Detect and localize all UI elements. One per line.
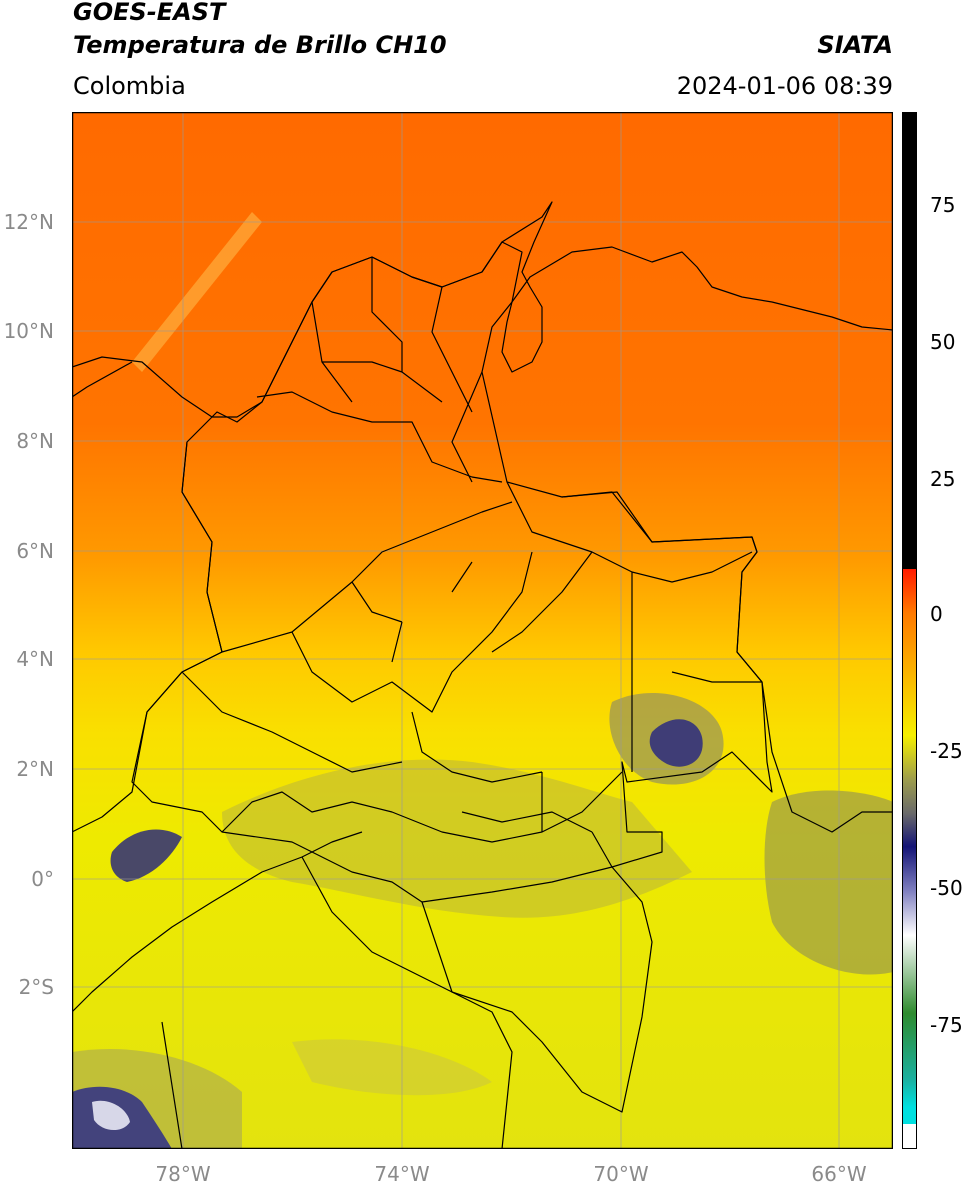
graticule xyxy=(72,112,893,1149)
colorbar-border xyxy=(902,112,917,1149)
lon-tick-66w: 66°W xyxy=(811,1162,867,1186)
internal-departments-east xyxy=(451,371,762,772)
border-venezuela-brazil xyxy=(561,491,893,833)
colorbar-min-white xyxy=(902,1124,917,1149)
title-line2: Temperatura de Brillo CH10 xyxy=(73,31,447,59)
datetime-label: 2024-01-06 08:39 xyxy=(676,72,893,100)
region-label: Colombia xyxy=(73,72,186,100)
temperature-field xyxy=(72,112,893,1149)
colorbar xyxy=(902,112,917,1149)
lat-tick-10n: 10°N xyxy=(3,319,54,343)
colorbar-gradient xyxy=(902,569,917,1124)
brightness-temperature-map xyxy=(72,112,893,1149)
lat-tick-8n: 8°N xyxy=(16,429,54,453)
deep-convection-west xyxy=(110,829,182,882)
deep-convection-vaupes xyxy=(649,719,703,767)
lat-tick-2n: 2°N xyxy=(16,757,54,781)
lat-tick-2s: 2°S xyxy=(18,975,54,999)
warm-streak xyxy=(132,212,262,372)
internal-departments-south xyxy=(221,711,623,903)
country-border-colombia xyxy=(131,241,773,1113)
org-label: SIATA xyxy=(817,31,893,59)
cloud-patches xyxy=(72,212,893,1149)
olive-cloud-region xyxy=(222,759,692,918)
lat-tick-0: 0° xyxy=(31,867,54,891)
cold-core-southwest xyxy=(92,1100,130,1131)
internal-departments-north xyxy=(256,257,503,483)
colorbar-tick-75: 75 xyxy=(930,193,956,217)
title-line1: GOES-EAST xyxy=(73,0,226,26)
boundaries xyxy=(72,201,893,1149)
colorbar-tick-minus25: -25 xyxy=(930,739,963,763)
colorbar-tick-25: 25 xyxy=(930,467,956,491)
coastline-caribbean xyxy=(72,201,893,418)
lat-tick-4n: 4°N xyxy=(16,647,54,671)
colorbar-warm-black xyxy=(902,112,917,569)
colorbar-tick-0: 0 xyxy=(930,602,943,626)
lon-tick-78w: 78°W xyxy=(155,1162,211,1186)
lat-tick-6n: 6°N xyxy=(16,539,54,563)
lat-tick-12n: 12°N xyxy=(3,210,54,234)
lon-tick-70w: 70°W xyxy=(593,1162,649,1186)
olive-cloud-east xyxy=(764,790,893,975)
colorbar-tick-minus75: -75 xyxy=(930,1013,963,1037)
internal-departments-central xyxy=(181,501,533,773)
border-peru-ecuador xyxy=(161,856,513,1149)
lon-tick-74w: 74°W xyxy=(374,1162,430,1186)
map-border xyxy=(72,112,893,1149)
colorbar-tick-50: 50 xyxy=(930,330,956,354)
coastline-pacific xyxy=(72,361,363,1013)
olive-cloud-south xyxy=(292,1039,492,1096)
colorbar-tick-minus50: -50 xyxy=(930,876,963,900)
